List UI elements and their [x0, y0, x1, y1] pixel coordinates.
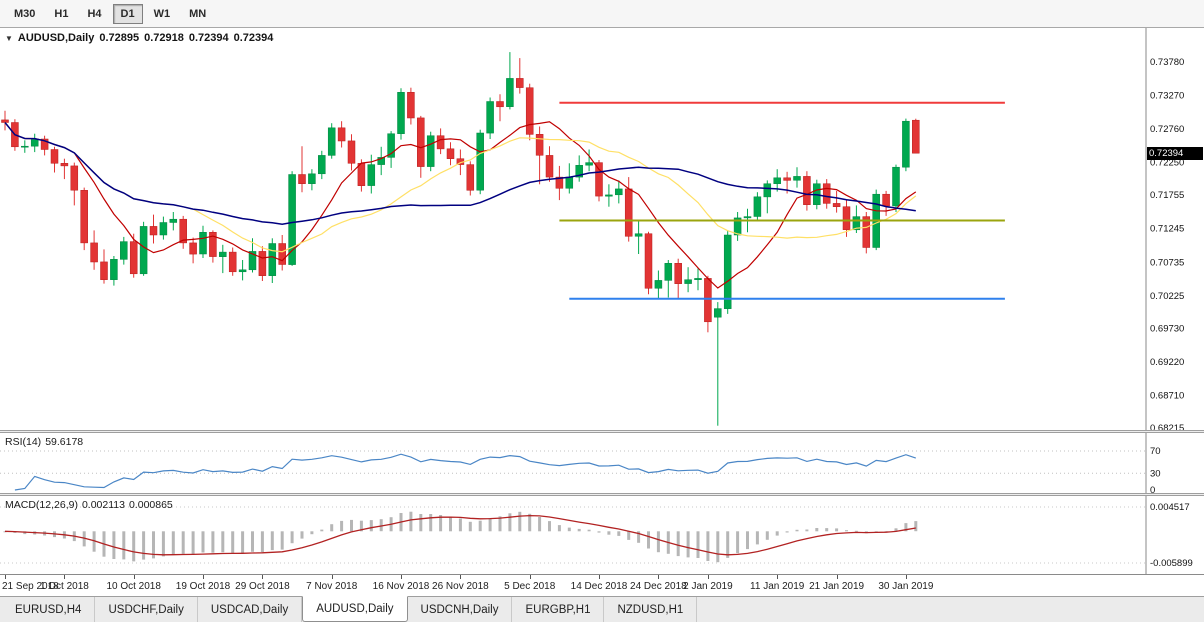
timeframe-button-mn[interactable]: MN [181, 4, 214, 24]
date-axis-tick [401, 575, 402, 579]
macd-label: MACD(12,26,9) 0.002113 0.000865 [5, 499, 177, 511]
svg-text:0: 0 [1150, 485, 1155, 493]
date-axis-tick [529, 575, 531, 579]
date-axis-tick [203, 575, 204, 579]
rsi-value: 59.6178 [45, 436, 84, 448]
ohlc-open: 0.72895 [99, 32, 140, 44]
chart-tab-eurgbp-h1[interactable]: EURGBP,H1 [512, 597, 605, 622]
timeframe-button-w1[interactable]: W1 [146, 4, 179, 24]
svg-text:0.68215: 0.68215 [1150, 423, 1184, 430]
current-price-badge: 0.72394 [1147, 147, 1203, 161]
date-axis-tick [460, 575, 462, 579]
svg-text:0.71755: 0.71755 [1150, 190, 1184, 201]
rsi-name: RSI(14) [5, 436, 42, 448]
macd-name: MACD(12,26,9) [5, 499, 78, 511]
date-axis-tick [133, 575, 135, 579]
date-axis-tick [331, 575, 333, 579]
date-axis-tick [64, 575, 66, 579]
date-axis-tick [836, 575, 838, 579]
svg-text:0.69220: 0.69220 [1150, 357, 1184, 368]
date-axis-label: 16 Nov 2018 [372, 581, 430, 592]
date-axis-tick [905, 575, 907, 579]
date-axis-label: 19 Oct 2018 [175, 581, 231, 592]
timeframe-button-d1[interactable]: D1 [112, 3, 143, 24]
ohlc-low: 0.72394 [188, 32, 229, 44]
svg-text:0.73780: 0.73780 [1150, 57, 1184, 68]
date-axis-tick [658, 575, 660, 579]
macd-panel: 0.004517 -0.005899 MACD(12,26,9) 0.002113 0… [0, 496, 1204, 574]
date-axis-label: 1 Oct 2018 [39, 581, 89, 592]
date-axis-label: 7 Nov 2018 [306, 581, 358, 592]
chart-tab-audusd-daily[interactable]: AUDUSD,Daily [302, 596, 408, 622]
svg-text:0.70225: 0.70225 [1150, 291, 1184, 302]
date-axis-label: 14 Dec 2018 [570, 581, 628, 592]
macd-canvas[interactable]: 0.004517 -0.005899 [0, 496, 1204, 574]
chart-tab-eurusd-h4[interactable]: EURUSD,H4 [2, 597, 96, 622]
timeframe-button-h1[interactable]: H1 [46, 4, 76, 24]
macd-main-value: 0.002113 [81, 499, 125, 511]
chart-tabs-bar: EURUSD,H4 USDCHF,Daily USDCAD,Daily AUDUSD,… [0, 596, 1204, 622]
macd-signal-value: 0.000865 [128, 499, 173, 511]
date-axis-label: 30 Jan 2019 [878, 581, 934, 592]
chart-tab-nzdusd-h1[interactable]: NZDUSD,H1 [604, 597, 698, 622]
rsi-panel: 70 30 0 RSI(14) 59.6178 [0, 433, 1204, 493]
date-axis-tick [707, 575, 709, 579]
svg-text:70: 70 [1150, 446, 1161, 457]
ohlc-high: 0.72918 [144, 32, 184, 44]
date-axis-label: 26 Nov 2018 [432, 581, 489, 592]
rsi-canvas[interactable]: 70 30 0 [0, 433, 1204, 493]
date-axis-label: 2 Jan 2019 [683, 581, 733, 592]
svg-text:0.004517: 0.004517 [1150, 502, 1190, 513]
rsi-label: RSI(14) 59.6178 [5, 436, 87, 448]
chart-title: ▼ AUDUSD,Daily 0.72895 0.72918 0.72394 0… [5, 32, 273, 44]
date-axis-tick [262, 575, 264, 579]
panel-splitter[interactable] [0, 430, 1204, 433]
svg-text:0.72250: 0.72250 [1150, 158, 1184, 169]
chart-tab-usdcad-daily[interactable]: USDCAD,Daily [198, 597, 303, 622]
chart-tab-usdcnh-daily[interactable]: USDCNH,Daily [408, 597, 513, 622]
date-axis-label: 11 Jan 2019 [750, 581, 805, 592]
panel-splitter[interactable] [0, 493, 1204, 496]
date-axis-tick [5, 575, 6, 579]
svg-text:0.68710: 0.68710 [1150, 391, 1184, 402]
timeframe-toolbar: M30 H1 H4 D1 W1 MN [0, 0, 1204, 28]
chart-tab-usdchf-daily[interactable]: USDCHF,Daily [95, 597, 198, 622]
svg-text:0.72760: 0.72760 [1150, 124, 1184, 135]
price-chart-canvas[interactable]: 0.73780 0.73270 0.72760 0.72250 0.71755 0.712… [0, 28, 1204, 430]
timeframe-button-h4[interactable]: H4 [79, 4, 109, 24]
timeframe-button-m30[interactable]: M30 [6, 4, 43, 24]
svg-text:-0.005899: -0.005899 [1150, 558, 1193, 569]
svg-text:0.73270: 0.73270 [1150, 91, 1184, 102]
svg-text:0.71245: 0.71245 [1150, 224, 1184, 235]
date-axis-label: 5 Dec 2018 [504, 581, 556, 592]
ohlc-close: 0.72394 [233, 32, 274, 44]
date-axis-label: 10 Oct 2018 [106, 581, 161, 592]
date-axis-label: 21 Jan 2019 [809, 581, 865, 592]
date-axis-label: 29 Oct 2018 [235, 581, 290, 592]
collapse-triangle-icon[interactable]: ▼ [5, 33, 13, 43]
date-axis-label: 21 Sep 2018 [2, 581, 59, 592]
time-axis[interactable]: 21 Sep 2018 1 Oct 2018 10 Oct 2018 19 Oct 2… [0, 574, 1204, 596]
svg-text:30: 30 [1150, 468, 1161, 479]
chart-symbol-period: AUDUSD,Daily [17, 32, 95, 44]
svg-text:0.70735: 0.70735 [1150, 257, 1184, 268]
svg-text:0.69730: 0.69730 [1150, 323, 1184, 334]
date-axis-tick [599, 575, 600, 579]
date-axis-label: 24 Dec 2018 [630, 581, 687, 592]
date-axis-tick [777, 575, 779, 579]
price-chart-panel: 0.73780 0.73270 0.72760 0.72250 0.71755 0.712… [0, 28, 1204, 430]
